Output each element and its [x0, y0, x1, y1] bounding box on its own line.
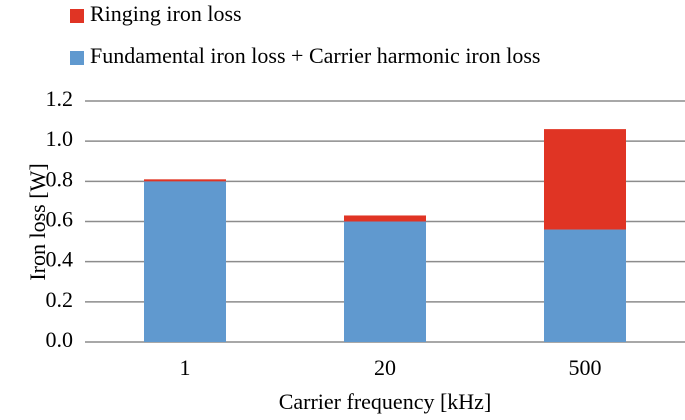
y-tick-label: 1.2 — [46, 86, 74, 111]
y-tick-label: 0.8 — [46, 166, 74, 191]
bar-segment — [544, 129, 626, 230]
y-tick-label: 1.0 — [46, 126, 74, 151]
bar-segment — [344, 221, 426, 342]
bar-segment — [144, 181, 226, 342]
y-axis-title: Iron loss [W] — [25, 163, 50, 280]
legend-label: Fundamental iron loss + Carrier harmonic… — [90, 43, 541, 68]
y-tick-label: 0.2 — [46, 287, 74, 312]
x-tick-label: 20 — [374, 355, 396, 380]
y-tick-label: 0.6 — [46, 207, 74, 232]
bar-segment — [544, 229, 626, 342]
bar-segment — [144, 179, 226, 182]
x-tick-label: 1 — [180, 355, 191, 380]
y-tick-label: 0.4 — [46, 247, 74, 272]
bar-segment — [344, 215, 426, 222]
legend-label: Ringing iron loss — [90, 1, 242, 26]
legend-swatch — [70, 51, 84, 65]
legend-swatch — [70, 9, 84, 23]
y-tick-label: 0.0 — [46, 327, 74, 352]
x-axis-title: Carrier frequency [kHz] — [279, 389, 492, 414]
x-tick-label: 500 — [569, 355, 602, 380]
